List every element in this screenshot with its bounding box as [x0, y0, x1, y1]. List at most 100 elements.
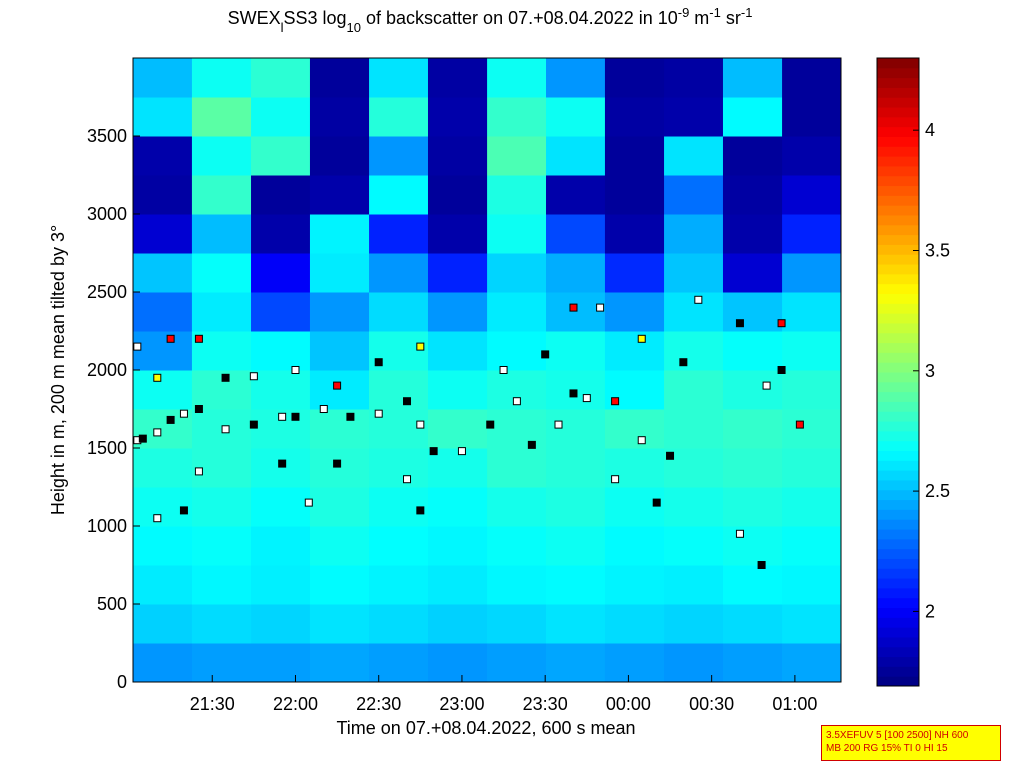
layer-point: [611, 397, 620, 406]
layer-point: [319, 405, 328, 413]
heatmap-cell: [191, 175, 252, 215]
y-tick-label: 2000: [87, 360, 127, 380]
heatmap-cell: [309, 331, 370, 371]
layer-point: [512, 397, 521, 406]
heatmap-cell: [722, 331, 783, 371]
colorbar-step: [877, 352, 919, 363]
heatmap-cell: [487, 136, 547, 176]
heatmap-cell: [546, 97, 606, 137]
heatmap-cell: [546, 253, 606, 293]
heatmap-cell: [133, 292, 193, 332]
title-part: sr: [721, 8, 741, 28]
heatmap-cell: [251, 214, 311, 254]
layer-point: [333, 459, 342, 468]
layer-point: [735, 529, 744, 538]
heatmap-cell: [546, 175, 606, 215]
colorbar-step: [877, 313, 919, 324]
heatmap-cell: [664, 565, 724, 605]
layer-point: [611, 475, 620, 484]
layer-point: [569, 303, 578, 312]
layer-point: [194, 334, 203, 343]
heatmap-cell: [782, 175, 842, 215]
heatmap-cell: [427, 643, 488, 683]
heatmap-cell: [782, 409, 842, 449]
heatmap-cell: [604, 604, 665, 644]
heatmap-cell: [133, 136, 193, 176]
layer-point: [249, 372, 258, 381]
colorbar-tick-label: 2.5: [925, 481, 950, 501]
title-part: -9: [678, 5, 690, 20]
layer-point: [762, 381, 771, 390]
heatmap-cell: [309, 214, 370, 254]
heatmap-cell: [191, 136, 252, 176]
heatmap-cell: [427, 97, 488, 137]
heatmap-cell: [427, 136, 488, 176]
colorbar-step: [877, 362, 919, 373]
y-tick-label: 500: [97, 594, 127, 614]
chart-title: SWEXlSS3 log10 of backscatter on 07.+08.…: [228, 5, 753, 35]
heatmap-cell: [664, 253, 724, 293]
layer-point: [179, 506, 188, 515]
heatmap-cell: [309, 487, 370, 527]
y-axis-label: Height in m, 200 m mean tilted by 3°: [48, 225, 68, 515]
heatmap-cell: [251, 253, 311, 293]
layer-point: [179, 409, 188, 418]
heatmap-cell: [133, 175, 193, 215]
heatmap-cell: [604, 409, 665, 449]
colorbar-step: [877, 499, 919, 510]
heatmap-cell: [191, 565, 252, 605]
layer-point: [795, 420, 804, 429]
heatmap-cell: [487, 253, 547, 293]
heatmap-cell: [427, 604, 488, 644]
layer-point: [194, 467, 203, 476]
heatmap-cell: [782, 253, 842, 293]
title-part: SS3 log: [283, 8, 346, 28]
x-tick-label: 01:00: [772, 694, 817, 714]
colorbar-tick-label: 4: [925, 120, 935, 140]
heatmap-cell: [722, 565, 783, 605]
colorbar-step: [877, 293, 919, 304]
heatmap-cell: [369, 448, 429, 488]
heatmap-cell: [487, 58, 547, 98]
layer-point: [374, 409, 383, 418]
colorbar-step: [877, 273, 919, 285]
heatmap-cell: [604, 487, 665, 527]
layer-point: [735, 319, 744, 328]
heatmap-cell: [546, 643, 606, 683]
heatmap-cell: [487, 214, 547, 254]
layer-point: [166, 415, 175, 424]
colorbar-frame: [876, 57, 920, 687]
heatmap-cell: [133, 643, 193, 683]
colorbar-step: [877, 156, 919, 167]
colorbar-step: [877, 391, 919, 402]
layer-point: [153, 373, 162, 382]
layer-point: [541, 350, 550, 359]
heatmap-cell: [722, 136, 783, 176]
heatmap-cell: [546, 58, 606, 98]
heatmap-cell: [782, 214, 842, 254]
x-tick-label: 23:00: [439, 694, 484, 714]
heatmap-cell: [546, 409, 606, 449]
heatmap-cell: [309, 175, 370, 215]
colorbar-step: [877, 165, 919, 177]
heatmap-cell: [722, 58, 783, 98]
heatmap-cell: [664, 175, 724, 215]
colorbar-step: [877, 175, 919, 187]
layer-point: [138, 434, 147, 443]
heatmap-cell: [427, 409, 488, 449]
heatmap-cell: [251, 643, 311, 683]
layer-point: [777, 366, 786, 374]
heatmap-cell: [782, 487, 842, 527]
colorbar-step: [877, 440, 919, 451]
title-part: m: [689, 8, 709, 28]
layer-point: [333, 381, 342, 390]
colorbar-step: [877, 430, 919, 442]
heatmap-cell: [309, 136, 370, 176]
heatmap-cell: [427, 487, 488, 527]
heatmap-cell: [309, 526, 370, 566]
heatmap-cell: [546, 604, 606, 644]
heatmap-cell: [487, 97, 547, 137]
heatmap-cell: [664, 643, 724, 683]
